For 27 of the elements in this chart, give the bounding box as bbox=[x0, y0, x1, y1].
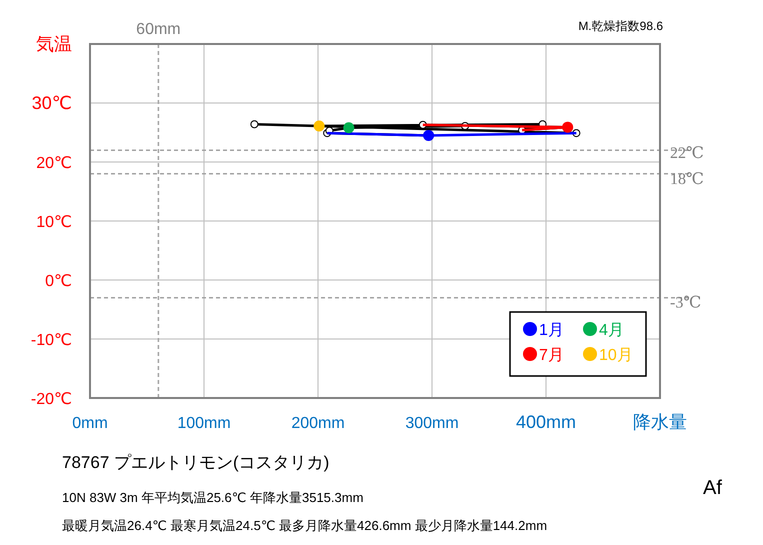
x-tick-label: 100mm bbox=[177, 415, 231, 432]
x-axis-title: 降水量 bbox=[633, 412, 687, 432]
point bbox=[250, 120, 258, 128]
y-tick-label: 30℃ bbox=[32, 93, 72, 113]
y-tick-label: -10℃ bbox=[30, 332, 72, 349]
text: Af bbox=[703, 477, 722, 499]
text: M.乾燥指数98.6 bbox=[578, 19, 664, 33]
ref-line-label: 60mm bbox=[136, 21, 181, 38]
x-tick-label: 300mm bbox=[405, 415, 459, 432]
ref-line-label: 22℃ bbox=[670, 145, 704, 162]
legend-label: 10月 bbox=[599, 347, 633, 364]
y-tick-label: -20℃ bbox=[30, 391, 72, 408]
ref-line-label: -3℃ bbox=[670, 294, 702, 312]
y-tick-label: 20℃ bbox=[36, 155, 72, 172]
text: 10N 83W 3m 年平均気温25.6℃ 年降水量3515.3mm bbox=[62, 490, 364, 505]
y-axis-title: 気温 bbox=[36, 34, 72, 54]
legend-label: 7月 bbox=[539, 347, 564, 364]
x-tick-label: 200mm bbox=[291, 415, 345, 432]
y-tick-label: 0℃ bbox=[45, 273, 72, 290]
ref-line-label: 18℃ bbox=[670, 170, 704, 188]
legend-label: 1月 bbox=[539, 322, 564, 339]
x-tick-label: 400mm bbox=[516, 412, 576, 432]
y-tick-label: 10℃ bbox=[36, 214, 72, 231]
text: 最暖月気温26.4℃ 最寒月気温24.5℃ 最多月降水量426.6mm 最少月降水量144.2mm bbox=[62, 518, 548, 533]
legend-label: 4月 bbox=[599, 322, 624, 339]
x-tick-label: 0mm bbox=[72, 415, 108, 432]
text: 78767 プエルトリモン(コスタリカ) bbox=[62, 453, 330, 472]
